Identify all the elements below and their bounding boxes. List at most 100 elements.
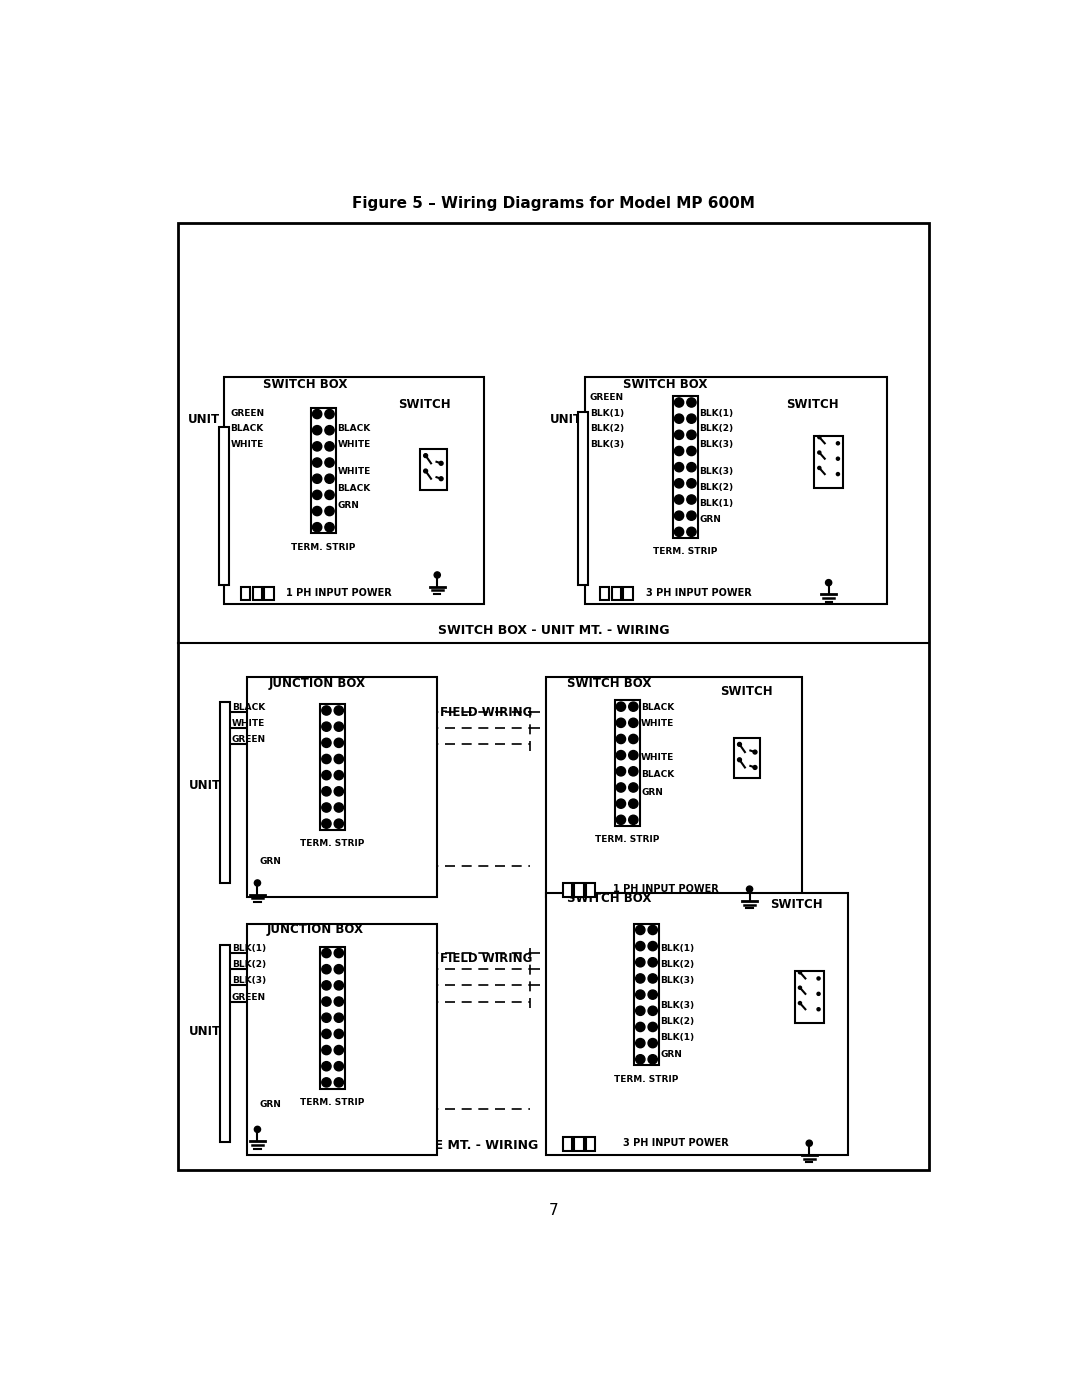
Circle shape	[636, 974, 645, 983]
Circle shape	[674, 511, 684, 520]
Circle shape	[648, 1055, 658, 1065]
Circle shape	[836, 441, 839, 444]
Bar	[623, 587, 633, 601]
Circle shape	[325, 507, 334, 515]
Bar	[563, 1137, 572, 1151]
Text: BLK(2): BLK(2)	[661, 960, 694, 970]
Circle shape	[423, 454, 428, 458]
Text: 3 PH INPUT POWER: 3 PH INPUT POWER	[623, 1139, 729, 1148]
Circle shape	[325, 474, 334, 483]
Text: UNIT: UNIT	[189, 1025, 221, 1038]
Circle shape	[687, 414, 697, 423]
Circle shape	[687, 447, 697, 455]
Text: GREEN: GREEN	[232, 735, 266, 745]
Text: BLK(2): BLK(2)	[232, 960, 266, 970]
Circle shape	[674, 462, 684, 472]
Circle shape	[648, 958, 658, 967]
Text: GRN: GRN	[259, 856, 281, 866]
Bar	[586, 883, 595, 897]
Circle shape	[818, 467, 821, 469]
Circle shape	[322, 803, 332, 812]
Bar	[225, 377, 484, 605]
Text: WHITE: WHITE	[337, 467, 370, 475]
Text: SWITCH BOX - REMOTE MT. - WIRING: SWITCH BOX - REMOTE MT. - WIRING	[282, 1140, 538, 1153]
Text: BLK(2): BLK(2)	[699, 425, 733, 433]
Text: BLK(1): BLK(1)	[232, 944, 266, 953]
Circle shape	[334, 738, 343, 747]
Circle shape	[322, 754, 332, 764]
Text: SWITCH: SWITCH	[786, 398, 839, 411]
Bar	[247, 678, 437, 897]
Circle shape	[334, 819, 343, 828]
Bar	[615, 700, 639, 826]
Circle shape	[322, 949, 332, 958]
Text: FIELD WIRING: FIELD WIRING	[440, 951, 532, 965]
Bar	[673, 397, 698, 538]
Text: 7: 7	[549, 1203, 558, 1218]
Text: BLACK: BLACK	[232, 703, 265, 712]
Text: BLK(3): BLK(3)	[590, 440, 624, 448]
Bar	[578, 412, 589, 585]
Text: GRN: GRN	[337, 502, 360, 510]
Text: SWITCH: SWITCH	[399, 398, 451, 411]
Text: GRN: GRN	[661, 1049, 683, 1059]
Circle shape	[648, 1006, 658, 1016]
Circle shape	[816, 977, 820, 979]
Text: SWITCH BOX: SWITCH BOX	[567, 891, 652, 905]
Text: SWITCH BOX: SWITCH BOX	[567, 678, 652, 690]
Text: WHITE: WHITE	[337, 440, 370, 448]
Circle shape	[636, 1055, 645, 1065]
Text: GRN: GRN	[259, 1099, 281, 1109]
Circle shape	[636, 925, 645, 935]
Circle shape	[818, 451, 821, 454]
Text: BLK(3): BLK(3)	[661, 977, 694, 985]
Circle shape	[334, 964, 343, 974]
Circle shape	[636, 1006, 645, 1016]
Circle shape	[325, 458, 334, 467]
Circle shape	[648, 974, 658, 983]
Bar	[220, 703, 230, 883]
Bar	[545, 678, 801, 897]
Bar	[575, 883, 583, 897]
Bar	[586, 1137, 595, 1151]
Circle shape	[312, 458, 322, 467]
Bar	[420, 450, 446, 489]
Circle shape	[674, 430, 684, 440]
Circle shape	[334, 754, 343, 764]
Text: BLK(2): BLK(2)	[699, 483, 733, 492]
Text: BLK(1): BLK(1)	[661, 1034, 694, 1042]
Circle shape	[738, 742, 742, 746]
Circle shape	[648, 1023, 658, 1031]
Circle shape	[825, 580, 832, 585]
Circle shape	[322, 705, 332, 715]
Circle shape	[322, 981, 332, 990]
Text: WHITE: WHITE	[232, 719, 265, 728]
Circle shape	[255, 1126, 260, 1133]
Circle shape	[648, 942, 658, 951]
Bar	[600, 587, 609, 601]
Circle shape	[636, 942, 645, 951]
Circle shape	[322, 1045, 332, 1055]
Text: 3 PH INPUT POWER: 3 PH INPUT POWER	[647, 588, 753, 598]
Bar	[265, 587, 273, 601]
Text: GRN: GRN	[642, 788, 663, 796]
Circle shape	[629, 782, 638, 792]
Circle shape	[687, 511, 697, 520]
Circle shape	[322, 819, 332, 828]
Circle shape	[334, 1013, 343, 1023]
Text: BLK(3): BLK(3)	[661, 1002, 694, 1010]
Bar	[611, 587, 621, 601]
Text: TERM. STRIP: TERM. STRIP	[300, 1098, 365, 1106]
Text: UNIT: UNIT	[550, 414, 582, 426]
Text: SWITCH: SWITCH	[770, 898, 823, 911]
Circle shape	[746, 886, 753, 893]
Text: SWITCH BOX - UNIT MT. - WIRING: SWITCH BOX - UNIT MT. - WIRING	[437, 623, 670, 637]
Text: BLK(2): BLK(2)	[661, 1017, 694, 1027]
Text: BLK(2): BLK(2)	[590, 425, 624, 433]
Circle shape	[423, 469, 428, 474]
Circle shape	[629, 816, 638, 824]
Bar	[584, 377, 887, 605]
Circle shape	[334, 949, 343, 958]
Circle shape	[687, 527, 697, 536]
Circle shape	[738, 757, 742, 761]
